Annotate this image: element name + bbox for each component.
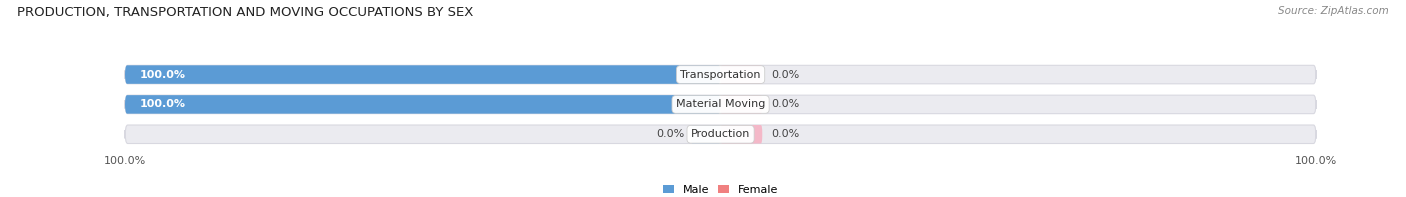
FancyBboxPatch shape (125, 125, 1316, 143)
Text: 0.0%: 0.0% (772, 70, 800, 80)
FancyBboxPatch shape (721, 125, 762, 143)
Text: Production: Production (690, 129, 751, 139)
Text: Source: ZipAtlas.com: Source: ZipAtlas.com (1278, 6, 1389, 16)
Text: 0.0%: 0.0% (772, 99, 800, 109)
FancyBboxPatch shape (125, 95, 721, 114)
Text: 100.0%: 100.0% (139, 70, 186, 80)
FancyBboxPatch shape (690, 125, 721, 143)
FancyBboxPatch shape (125, 65, 1316, 84)
Text: 100.0%: 100.0% (139, 99, 186, 109)
Text: PRODUCTION, TRANSPORTATION AND MOVING OCCUPATIONS BY SEX: PRODUCTION, TRANSPORTATION AND MOVING OC… (17, 6, 474, 19)
Text: Transportation: Transportation (681, 70, 761, 80)
FancyBboxPatch shape (125, 95, 1316, 114)
Text: 0.0%: 0.0% (657, 129, 685, 139)
FancyBboxPatch shape (721, 95, 762, 114)
FancyBboxPatch shape (721, 65, 762, 84)
Text: Material Moving: Material Moving (676, 99, 765, 109)
Legend: Male, Female: Male, Female (658, 180, 783, 197)
Text: 0.0%: 0.0% (772, 129, 800, 139)
FancyBboxPatch shape (125, 65, 721, 84)
